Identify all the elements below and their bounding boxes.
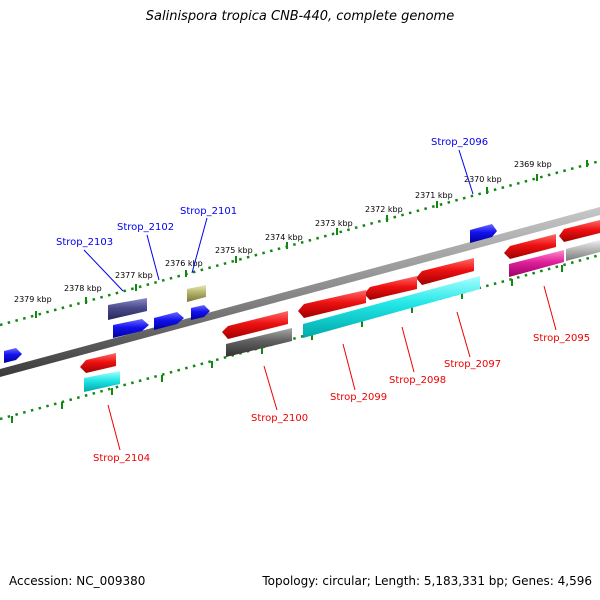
- gene-arrow-strop-2104[interactable]: [80, 353, 116, 373]
- outer-major-ticks: [35, 160, 588, 318]
- inner-scale-rail: [0, 253, 600, 421]
- gene-arrow-strop-2099[interactable]: [298, 290, 366, 318]
- gene-arrow-strop-2095-red[interactable]: [504, 234, 556, 259]
- forward-connectors: [83, 149, 474, 292]
- gene-arrow-strop-2100[interactable]: [222, 311, 288, 339]
- gene-arrow-strop-2102[interactable]: [154, 312, 184, 330]
- gene-arrow-strop-2096[interactable]: [470, 224, 497, 243]
- gene-arrow-strop-2097[interactable]: [416, 258, 474, 285]
- reverse-genes: [80, 220, 600, 392]
- gene-label-strop-2098[interactable]: Strop_2098: [389, 375, 446, 386]
- gene-arrow-strop-2099-cyan[interactable]: [303, 276, 480, 338]
- gene-arrow-strop-2101-box[interactable]: [187, 285, 206, 302]
- gene-label-strop-2104[interactable]: Strop_2104: [93, 453, 150, 464]
- tick-label: 2369 kbp: [514, 160, 552, 169]
- gene-label-strop-2103[interactable]: Strop_2103: [56, 237, 113, 248]
- gene-labels: Strop_2096 Strop_2101 Strop_2102 Strop_2…: [56, 137, 590, 464]
- gene-arrow-right-edge-red[interactable]: [559, 220, 600, 242]
- gene-arrow-strop-2103-box[interactable]: [108, 298, 147, 320]
- accession-text: Accession: NC_009380: [9, 574, 146, 588]
- scale-labels: 2379 kbp 2378 kbp 2377 kbp 2376 kbp 2375…: [14, 160, 552, 304]
- gene-label-strop-2099[interactable]: Strop_2099: [330, 392, 387, 403]
- tick-label: 2376 kbp: [165, 259, 203, 268]
- tick-label: 2371 kbp: [415, 191, 453, 200]
- gene-arrow-strop-2100-gray[interactable]: [226, 328, 292, 357]
- forward-genes: [4, 224, 497, 363]
- gene-label-strop-2095[interactable]: Strop_2095: [533, 333, 590, 344]
- tick-label: 2374 kbp: [265, 233, 303, 242]
- gene-arrow-right-edge-silver[interactable]: [566, 240, 600, 261]
- tick-label: 2375 kbp: [215, 246, 253, 255]
- gene-arrow-strop-2103[interactable]: [113, 319, 149, 338]
- gene-label-strop-2102[interactable]: Strop_2102: [117, 222, 174, 233]
- tick-label: 2379 kbp: [14, 295, 52, 304]
- reverse-connectors: [107, 285, 557, 451]
- gene-arrow-strop-2095[interactable]: [509, 250, 564, 277]
- genome-summary-text: Topology: circular; Length: 5,183,331 bp…: [262, 574, 592, 588]
- gene-arrow-left-edge[interactable]: [4, 348, 22, 363]
- gene-label-strop-2096[interactable]: Strop_2096: [431, 137, 488, 148]
- tick-label: 2372 kbp: [365, 205, 403, 214]
- tick-label: 2378 kbp: [64, 284, 102, 293]
- gene-label-strop-2097[interactable]: Strop_2097: [444, 359, 501, 370]
- gene-label-strop-2100[interactable]: Strop_2100: [251, 413, 308, 424]
- tick-label: 2377 kbp: [115, 271, 153, 280]
- tick-label: 2373 kbp: [315, 219, 353, 228]
- tick-label: 2370 kbp: [464, 175, 502, 184]
- gene-label-strop-2101[interactable]: Strop_2101: [180, 206, 237, 217]
- map-title: Salinispora tropica CNB-440, complete ge…: [145, 9, 455, 24]
- gene-arrow-strop-2098[interactable]: [364, 276, 417, 300]
- genome-backbone: [0, 207, 600, 377]
- gene-arrow-strop-2101[interactable]: [191, 305, 210, 320]
- gene-arrow-strop-2104-cyan[interactable]: [84, 371, 120, 392]
